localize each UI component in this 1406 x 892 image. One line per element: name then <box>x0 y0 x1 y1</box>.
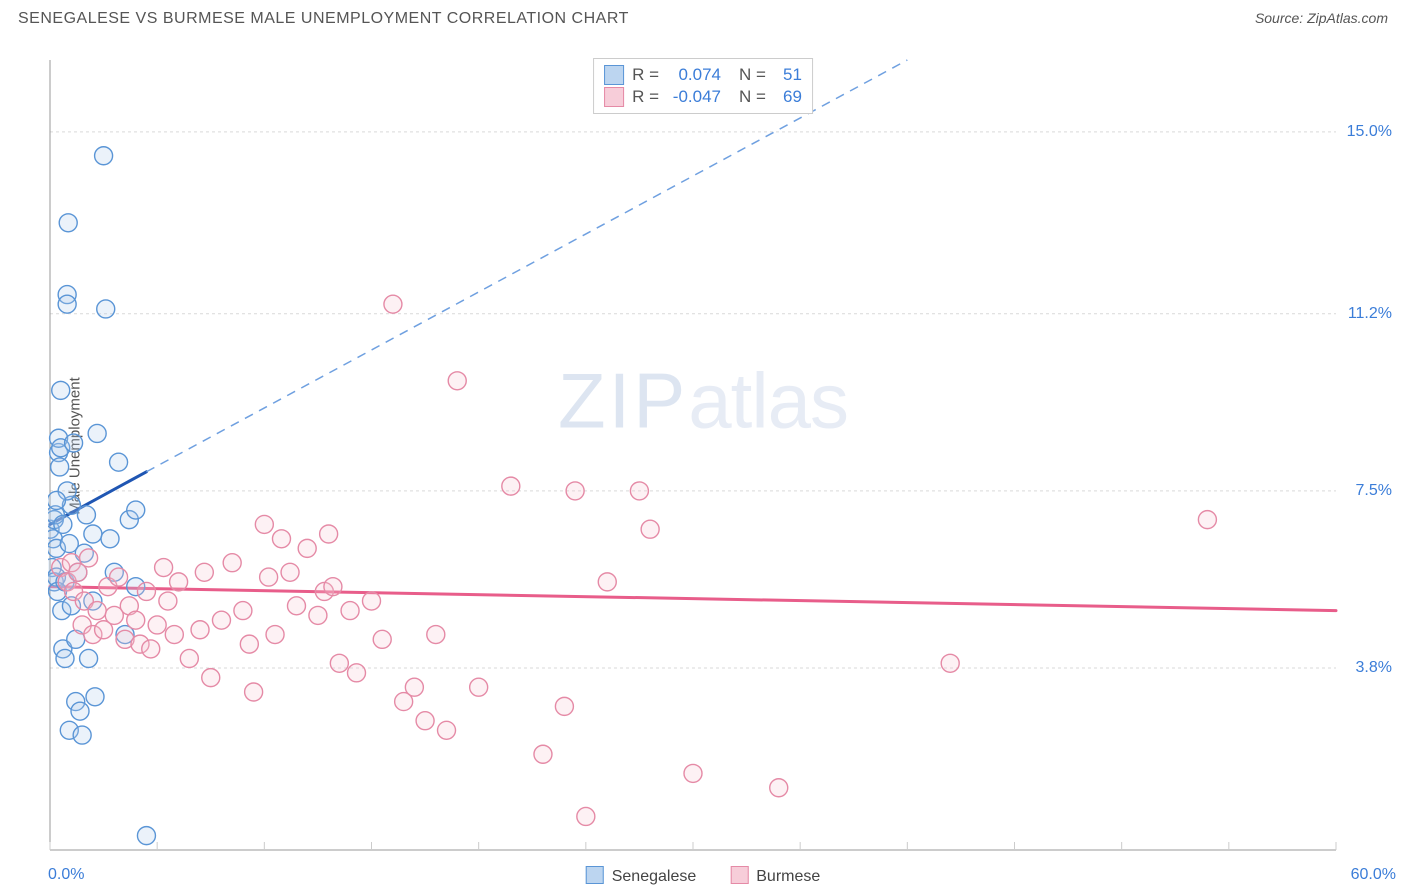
correlation-row: R = 0.074 N = 51 <box>604 65 802 85</box>
legend-label: Senegalese <box>612 868 697 885</box>
scatter-svg <box>48 50 1396 852</box>
n-label: N = <box>739 87 766 107</box>
legend-item: Burmese <box>730 866 820 886</box>
r-value: -0.047 <box>667 87 721 107</box>
x-axis-max-label: 60.0% <box>1351 866 1396 884</box>
header: SENEGALESE VS BURMESE MALE UNEMPLOYMENT … <box>18 10 1388 28</box>
correlation-box: R = 0.074 N = 51 R = -0.047 N = 69 <box>593 58 813 114</box>
y-tick-label: 15.0% <box>1347 123 1392 141</box>
y-axis-tick-labels: 15.0% 11.2% 7.5% 3.8% <box>1332 50 1392 852</box>
legend-item: Senegalese <box>586 866 697 886</box>
chart-title: SENEGALESE VS BURMESE MALE UNEMPLOYMENT … <box>18 10 629 28</box>
n-value: 69 <box>774 87 802 107</box>
legend-swatch <box>586 866 604 884</box>
legend-swatch <box>730 866 748 884</box>
correlation-swatch <box>604 87 624 107</box>
y-tick-label: 11.2% <box>1348 305 1392 323</box>
correlation-swatch <box>604 65 624 85</box>
source-label: Source: ZipAtlas.com <box>1255 10 1388 26</box>
r-value: 0.074 <box>667 65 721 85</box>
y-tick-label: 3.8% <box>1356 659 1392 677</box>
r-label: R = <box>632 87 659 107</box>
legend-label: Burmese <box>756 868 820 885</box>
plot-area <box>48 50 1396 852</box>
correlation-row: R = -0.047 N = 69 <box>604 87 802 107</box>
r-label: R = <box>632 65 659 85</box>
n-value: 51 <box>774 65 802 85</box>
x-axis-min-label: 0.0% <box>48 866 84 884</box>
n-label: N = <box>739 65 766 85</box>
legend: Senegalese Burmese <box>586 866 821 886</box>
y-tick-label: 7.5% <box>1356 482 1392 500</box>
